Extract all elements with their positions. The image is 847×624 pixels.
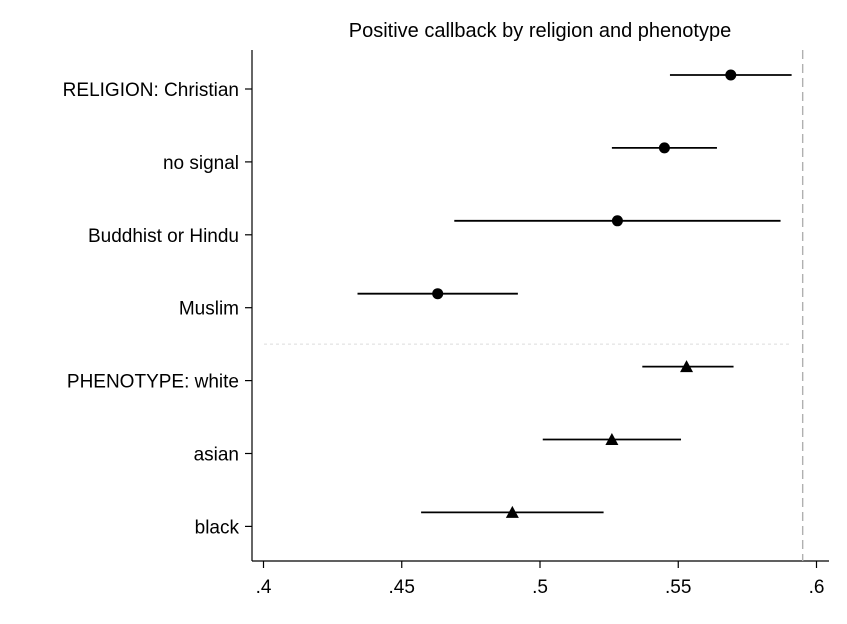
point-estimate [605,433,619,445]
data-marks [264,50,804,561]
y-tick-label: black [195,517,240,538]
axes: .4 .45 .5 .55 .6 RELIGION: Christian no signal… [63,50,829,598]
point-estimate [611,215,623,227]
y-tick-label: RELIGION: Christian [63,80,239,101]
x-tick-label: .6 [809,577,825,598]
y-tick-label: Buddhist or Hindu [88,226,239,247]
x-tick-label: .45 [389,577,415,598]
point-estimate [505,505,519,518]
x-tick-label: .55 [665,577,691,598]
point-estimate [432,288,444,300]
x-tick-label: .5 [532,577,548,598]
chart-title: Positive callback by religion and phenot… [349,20,731,42]
x-tick-label: .4 [256,577,272,598]
point-estimate [725,69,737,81]
y-tick-label: Muslim [179,299,239,320]
y-tick-label: no signal [163,153,239,174]
y-tick-label: asian [194,445,239,466]
y-tick-label: PHENOTYPE: white [67,372,239,393]
point-estimate [680,360,694,373]
point-estimate [658,142,670,154]
